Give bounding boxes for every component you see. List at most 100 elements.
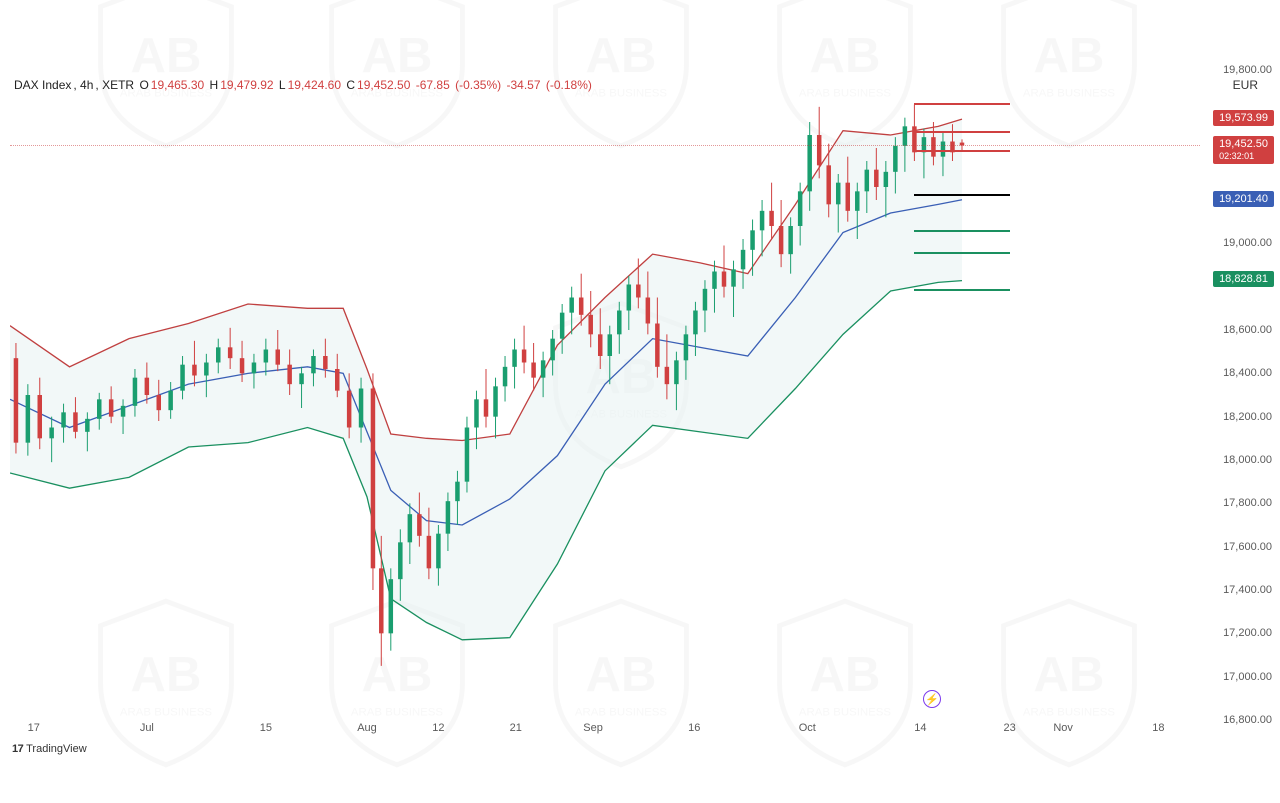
candle-body xyxy=(216,347,221,362)
l-value: 19,424.60 xyxy=(288,78,341,92)
time-tick: 14 xyxy=(914,722,926,734)
candle-body xyxy=(168,391,173,411)
currency-label: EUR xyxy=(1233,78,1258,92)
candle-body xyxy=(531,363,536,378)
tradingview-attribution: 17 TradingView xyxy=(12,743,87,755)
candle-body xyxy=(608,334,613,356)
candle-body xyxy=(884,172,889,187)
chart-container[interactable]: ABARAB BUSINESSABARAB BUSINESSABARAB BUS… xyxy=(0,0,1280,803)
candle-body xyxy=(26,395,31,443)
price-tick: 18,200.00 xyxy=(1202,411,1272,423)
candle-body xyxy=(788,226,793,254)
candle-body xyxy=(157,395,162,410)
change-pct: (-0.35%) xyxy=(455,78,501,92)
candle-body xyxy=(299,373,304,384)
h-label: H xyxy=(210,78,219,92)
candle-body xyxy=(371,389,376,569)
candle-body xyxy=(287,365,292,385)
candle-body xyxy=(436,534,441,569)
price-axis-label: 19,201.40 xyxy=(1213,191,1274,207)
time-tick: 17 xyxy=(28,722,40,734)
candle-body xyxy=(569,298,574,313)
candle-body xyxy=(446,501,451,533)
candle-body xyxy=(61,412,66,427)
candle-body xyxy=(14,358,19,443)
candle-body xyxy=(465,428,470,482)
candle-body xyxy=(636,285,641,298)
candle-body xyxy=(73,412,78,432)
chart-header: DAX Index, 4h, XETR O19,465.30 H19,479.9… xyxy=(14,78,594,92)
level-line xyxy=(914,150,1009,152)
candle-body xyxy=(323,356,328,369)
time-axis[interactable]: 17Jul15Aug1221Sep16Oct1423Nov18 xyxy=(10,722,1200,742)
candle-body xyxy=(931,137,936,157)
candle-body xyxy=(846,183,851,211)
candle-body xyxy=(627,285,632,311)
candle-body xyxy=(379,568,384,633)
candle-body xyxy=(240,358,245,373)
candle-body xyxy=(665,367,670,384)
candle-body xyxy=(798,191,803,226)
candle-body xyxy=(474,399,479,427)
c-value: 19,452.50 xyxy=(357,78,410,92)
price-tick: 18,600.00 xyxy=(1202,324,1272,336)
candle-body xyxy=(252,363,257,374)
price-tick: 17,400.00 xyxy=(1202,584,1272,596)
candle-body xyxy=(335,369,340,391)
time-tick: 18 xyxy=(1152,722,1164,734)
candle-body xyxy=(560,313,565,339)
time-tick: 16 xyxy=(688,722,700,734)
candle-body xyxy=(855,191,860,211)
c-label: C xyxy=(346,78,355,92)
chart-plot-area[interactable]: ⚡ xyxy=(10,70,1200,720)
candle-body xyxy=(85,419,90,432)
price-axis-label: 19,573.99 xyxy=(1213,110,1274,126)
level-line xyxy=(914,194,1009,196)
time-tick: Nov xyxy=(1053,722,1073,734)
price-axis[interactable]: 16,800.0017,000.0017,200.0017,400.0017,6… xyxy=(1200,70,1280,720)
level-line xyxy=(914,230,1009,232)
candle-body xyxy=(408,514,413,542)
time-tick: Sep xyxy=(583,722,603,734)
candle-body xyxy=(311,356,316,373)
candle-body xyxy=(817,135,822,165)
candle-body xyxy=(750,230,755,250)
candle-body xyxy=(903,126,908,146)
price-tick: 19,000.00 xyxy=(1202,237,1272,249)
candle-body xyxy=(228,347,233,358)
candle-body xyxy=(655,324,660,367)
price-axis-label: 18,828.81 xyxy=(1213,271,1274,287)
candle-body xyxy=(836,183,841,205)
candle-body xyxy=(769,211,774,226)
candle-body xyxy=(779,226,784,254)
candle-body xyxy=(893,146,898,172)
candle-body xyxy=(693,311,698,335)
exchange: XETR xyxy=(102,78,134,92)
candle-body xyxy=(550,339,555,361)
o-value: 19,465.30 xyxy=(151,78,204,92)
price-tick: 19,800.00 xyxy=(1202,64,1272,76)
candle-body xyxy=(512,350,517,367)
candle-body xyxy=(145,378,150,395)
h-value: 19,479.92 xyxy=(220,78,273,92)
candle-body xyxy=(598,334,603,356)
candle-body xyxy=(192,365,197,376)
candle-body xyxy=(617,311,622,335)
candle-body xyxy=(38,395,43,438)
candle-body xyxy=(579,298,584,315)
candle-body xyxy=(398,542,403,579)
time-tick: 23 xyxy=(1003,722,1015,734)
candle-body xyxy=(646,298,651,324)
candle-body xyxy=(427,536,432,569)
bolt-icon[interactable]: ⚡ xyxy=(923,690,941,708)
time-tick: 12 xyxy=(432,722,444,734)
interval: 4h xyxy=(80,78,93,92)
price-tick: 17,000.00 xyxy=(1202,671,1272,683)
time-tick: 21 xyxy=(510,722,522,734)
candle-body xyxy=(941,142,946,157)
chart-svg[interactable] xyxy=(10,70,1200,720)
candle-body xyxy=(760,211,765,231)
candle-body xyxy=(455,482,460,502)
price-tick: 17,200.00 xyxy=(1202,627,1272,639)
candle-body xyxy=(493,386,498,416)
